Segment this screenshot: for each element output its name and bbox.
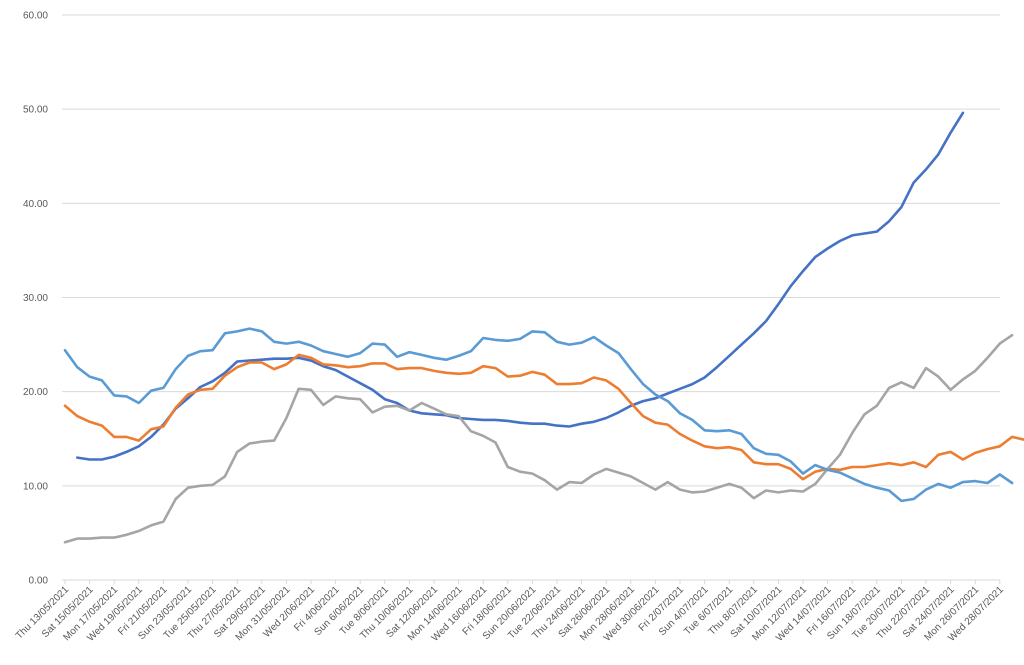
y-tick-label: 60.00: [23, 11, 48, 22]
series-line-3: [63, 333, 1014, 544]
y-tick-label: 0.00: [29, 576, 49, 587]
gridlines: [62, 14, 1000, 581]
series-line-2: [63, 353, 1024, 481]
y-tick-label: 30.00: [23, 293, 48, 304]
y-tick-label: 20.00: [23, 387, 48, 398]
y-tick-label: 40.00: [23, 199, 48, 210]
series-line-1: [76, 111, 965, 461]
y-axis-tick-labels: 0.00 10.00 20.00 30.00 40.00 50.00 60.00: [23, 11, 48, 587]
series-line-4: [63, 327, 1014, 503]
y-tick-label: 10.00: [23, 481, 48, 492]
y-tick-label: 50.00: [23, 105, 48, 116]
series-lines: [63, 111, 1024, 544]
